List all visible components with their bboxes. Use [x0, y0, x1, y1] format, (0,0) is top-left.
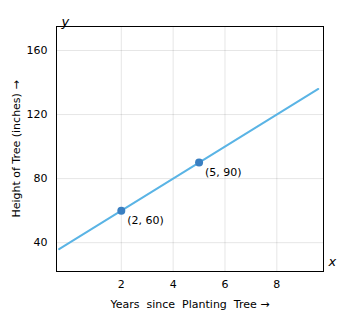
svg-text:Years since Planting Tree →: Years since Planting Tree →	[110, 298, 270, 311]
svg-text:160: 160	[27, 44, 48, 57]
svg-text:x: x	[328, 254, 337, 269]
svg-text:8: 8	[273, 278, 280, 291]
svg-text:Height of Tree (inches) →: Height of Tree (inches) →	[10, 80, 23, 217]
svg-text:4: 4	[170, 278, 177, 291]
svg-text:80: 80	[34, 172, 48, 185]
svg-text:(2, 60): (2, 60)	[127, 214, 164, 227]
svg-text:y: y	[61, 14, 70, 29]
svg-text:40: 40	[34, 236, 48, 249]
svg-text:2: 2	[118, 278, 125, 291]
svg-text:(5, 90): (5, 90)	[205, 166, 242, 179]
svg-text:6: 6	[221, 278, 228, 291]
svg-text:120: 120	[27, 108, 48, 121]
